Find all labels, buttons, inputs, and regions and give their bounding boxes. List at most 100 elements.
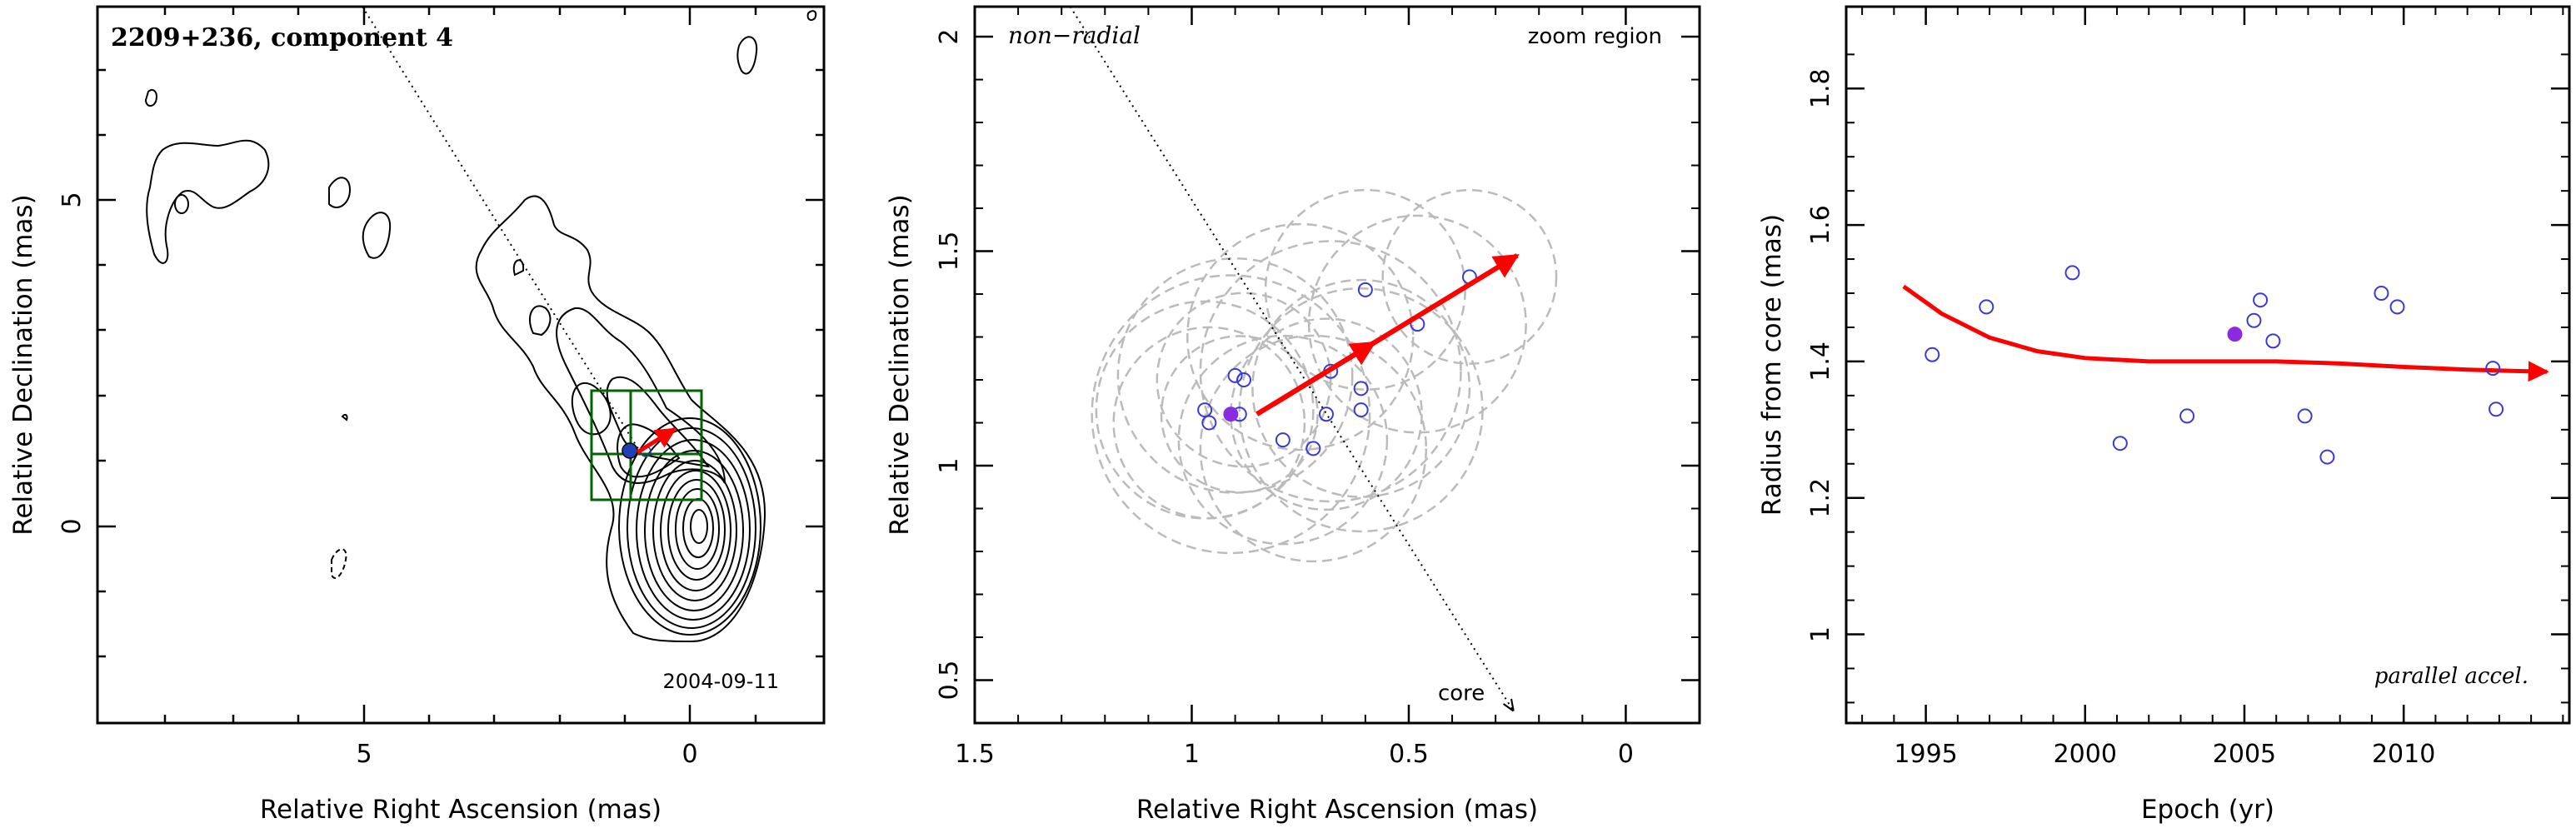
panel-2-ylabel: Relative Declination (mas): [885, 194, 915, 536]
panel-1-xtick-5: 5: [356, 740, 372, 769]
uncertainty-circle: [1091, 274, 1371, 555]
uncertainty-circle: [1160, 335, 1319, 494]
jet-outer-contour: [475, 195, 766, 643]
data-point: [1236, 372, 1251, 388]
data-point: [1353, 402, 1369, 418]
panel-1-ytick-0: 0: [57, 518, 87, 534]
panel-2-xlabel: Relative Right Ascension (mas): [1136, 795, 1538, 825]
x-tick-label: 1: [1184, 740, 1200, 769]
data-point: [1979, 299, 1994, 315]
data-point: [2389, 299, 2405, 315]
panel-3-annotation: parallel accel.: [2374, 664, 2529, 689]
blob-corner: [806, 10, 817, 21]
x-tick-label: 1995: [1894, 740, 1957, 769]
jet-inner-contour-4: [529, 305, 552, 337]
blob-dot: [341, 413, 348, 421]
x-tick-label: 0: [1618, 740, 1634, 769]
data-point: [2112, 436, 2128, 451]
uncertainty-circle: [1112, 326, 1306, 520]
data-point: [2297, 408, 2313, 424]
y-tick-label: 1.2: [1806, 478, 1835, 518]
uncertainty-circle: [1230, 317, 1423, 511]
data-point: [1305, 441, 1321, 456]
uncertainty-circle: [1307, 214, 1527, 434]
data-point: [2485, 361, 2501, 377]
motion-vector: [1256, 253, 1520, 416]
blob-right-of-jet: [512, 259, 525, 277]
x-tick-label: 2005: [2213, 740, 2276, 769]
panel-1-ylabel: Relative Declination (mas): [8, 194, 38, 536]
blob-left-small: [144, 88, 157, 107]
contours: [144, 10, 817, 643]
panel-3-ylabel: Radius from core (mas): [1757, 214, 1787, 516]
panel-1-xlabel: Relative Right Ascension (mas): [260, 795, 661, 825]
uncertainty-circle: [1381, 188, 1558, 365]
plot-frame-1: [96, 5, 826, 725]
y-tick-label: 1: [935, 457, 964, 473]
plot-frame-3: [1845, 5, 2571, 725]
data-point: [1318, 407, 1334, 422]
blob-mid-2: [362, 212, 392, 259]
uncertainty-circle: [1186, 222, 1415, 451]
data-point: [1925, 347, 1940, 362]
y-tick-label: 1.8: [1806, 68, 1835, 108]
jet-inner-contour-1: [556, 307, 726, 484]
core-label: core: [1438, 681, 1485, 706]
y-tick-label: 1.6: [1806, 205, 1835, 245]
data-point: [2489, 402, 2504, 417]
ticks-2: 1.5 1 0.5 0 0.5 1 1.5 2: [935, 7, 1700, 769]
panel-1-title: 2209+236, component 4: [111, 23, 453, 52]
data-point: [1227, 367, 1243, 383]
ridge-line-zoom: [1069, 6, 1513, 711]
data-point: [1275, 432, 1290, 448]
panel-1-contour-map: 2209+236, component 4 2004-09-11 5 0 5 0…: [8, 5, 826, 825]
component-marker: [622, 442, 638, 459]
data-point: [1197, 402, 1213, 418]
x-tick-label: 2000: [2054, 740, 2117, 769]
panel-1-date: 2004-09-11: [663, 670, 779, 693]
y-tick-label: 0.5: [935, 661, 964, 701]
uncertainty-circle: [1156, 292, 1332, 468]
data-point: [1353, 381, 1369, 397]
data-point: [2246, 312, 2262, 328]
y-tick-label: 1: [1806, 626, 1835, 642]
data-point: [2253, 292, 2269, 308]
uncertainty-circle: [1199, 334, 1428, 563]
ridge-line: [362, 6, 642, 455]
y-tick-label: 2: [935, 29, 964, 45]
panel-1-xtick-0: 0: [681, 740, 697, 769]
uncertainty-circle: [1251, 278, 1471, 498]
plot-frame-2: [973, 5, 1701, 725]
panel-1-ytick-5: 5: [57, 192, 87, 207]
data-point: [1357, 282, 1373, 297]
y-tick-label: 1.5: [935, 232, 964, 272]
data-point: [2319, 449, 2335, 465]
data-point: [2179, 408, 2195, 424]
core-contours: [618, 417, 761, 636]
ticks-1: [97, 7, 824, 723]
ticks-3: 1995 2000 2005 2010 1 1.2 1.4 1.6 1.8: [1806, 7, 2569, 769]
jet-inner-contour-3: [617, 423, 681, 478]
x-tick-label: 2010: [2372, 740, 2435, 769]
uncertainty-circle: [1199, 240, 1462, 503]
x-tick-label: 1.5: [955, 740, 995, 769]
data-point: [2265, 333, 2281, 349]
uncertainty-circle: [1177, 334, 1389, 546]
blob-left-large: [146, 139, 270, 264]
negative-contour: [331, 548, 347, 579]
panel-3-radius: 1995 2000 2005 2010 1 1.2 1.4 1.6 1.8 parallel a…: [1757, 5, 2571, 825]
x-tick-label: 0.5: [1389, 740, 1429, 769]
panel-2-zoom: 1.5 1 0.5 00.511.52 non−radial zoom region …: [885, 5, 1701, 825]
panel-2-label-right: zoom region: [1528, 24, 1662, 49]
panel-2-label-left: non−radial: [1008, 22, 1141, 49]
panel-3-xlabel: Epoch (yr): [2141, 795, 2274, 825]
data-point: [2374, 286, 2389, 301]
data-point: [1201, 415, 1217, 431]
data-point: [2064, 265, 2080, 281]
fit-curve: [1902, 284, 2549, 382]
motion-vector-p1: [636, 426, 677, 455]
highlight-point: [1223, 407, 1239, 422]
y-tick-label: 1.4: [1806, 342, 1835, 382]
blob-mid-1: [328, 177, 352, 208]
